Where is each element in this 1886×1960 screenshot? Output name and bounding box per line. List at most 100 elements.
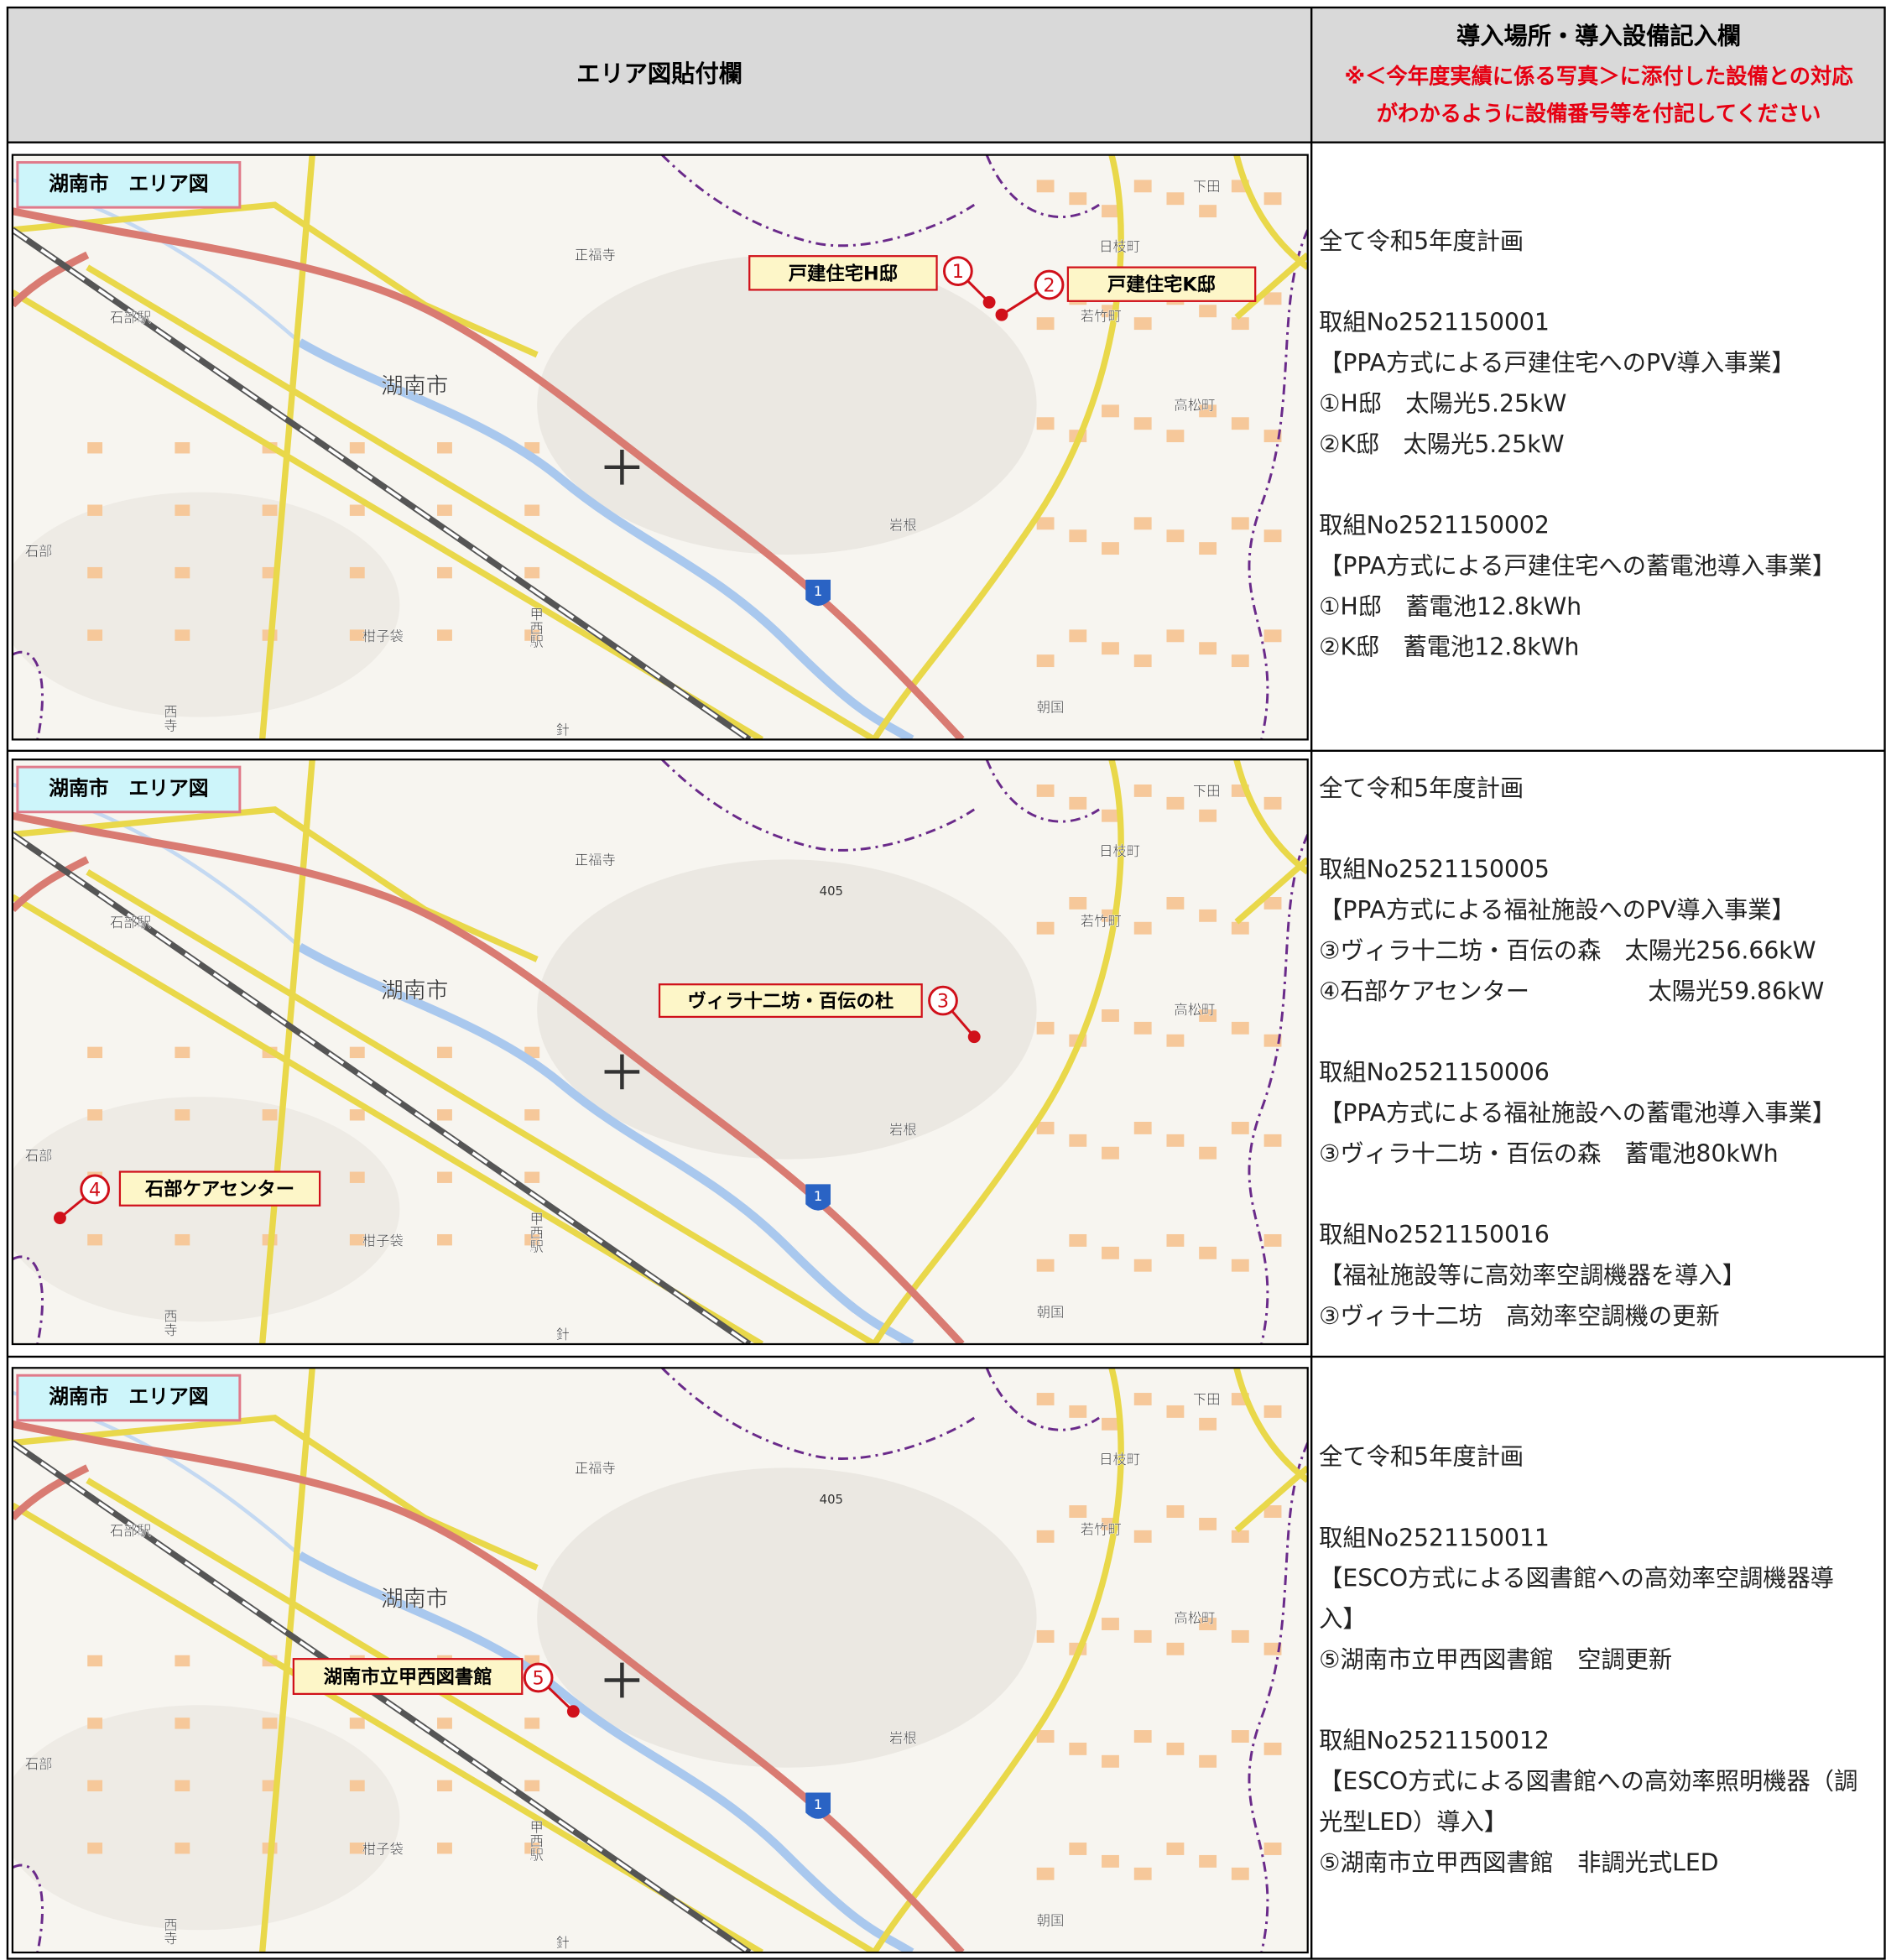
- building: [1036, 654, 1055, 668]
- building: [1036, 1730, 1055, 1743]
- building: [1036, 1530, 1055, 1543]
- place-label: 下田: [1193, 179, 1221, 195]
- entry-text: 【PPA方式による戸建住宅への蓄電池導入事業】: [1319, 552, 1836, 580]
- place-label: 甲西駅: [528, 607, 544, 649]
- place-label: 高松町: [1174, 1002, 1215, 1018]
- map-frame: [11, 1367, 1309, 1954]
- marker-circle: [80, 1174, 111, 1205]
- route-shield: [805, 1184, 831, 1211]
- entry-text: ⑤湖南市立甲西図書館 空調更新: [1319, 1645, 1672, 1673]
- map-frame: [11, 154, 1309, 741]
- place-label: 日枝町: [1099, 1452, 1140, 1467]
- building: [437, 566, 452, 579]
- building: [1263, 430, 1282, 443]
- entry-text: ②K邸 蓄電池12.8kWh: [1319, 633, 1579, 661]
- marker-dot: [54, 1212, 66, 1225]
- entry-text: ①H邸 蓄電池12.8kWh: [1319, 592, 1581, 620]
- marker-label: 石部ケアセンター: [144, 1178, 294, 1201]
- entry-text: 【PPA方式による福祉施設への蓄電池導入事業】: [1319, 1099, 1836, 1127]
- place-label: 針: [555, 1935, 569, 1951]
- building: [524, 1780, 540, 1792]
- road: [258, 1368, 315, 1953]
- road: [1233, 154, 1308, 270]
- building: [349, 629, 365, 641]
- building: [1199, 542, 1217, 555]
- road: [12, 1415, 539, 1571]
- entry-text: 【ESCO方式による図書館への高効率空調機器導: [1319, 1565, 1834, 1592]
- building: [1069, 629, 1087, 643]
- road: [1234, 857, 1308, 925]
- entry-text: 取組No2521150006: [1319, 1059, 1550, 1087]
- river: [297, 943, 914, 1344]
- building: [1133, 1867, 1152, 1880]
- map-title-box: [16, 1374, 242, 1422]
- boundary: [660, 759, 976, 852]
- place-label: 針: [555, 1327, 569, 1342]
- entry-text: ④石部ケアセンター 太陽光59.86kW: [1319, 977, 1824, 1005]
- building: [349, 1046, 365, 1059]
- building: [437, 442, 452, 454]
- building: [1102, 1618, 1119, 1630]
- place-label: 岩根: [889, 1730, 917, 1746]
- entry-text: 【PPA方式による戸建住宅へのPV導入事業】: [1319, 349, 1795, 377]
- building: [262, 1109, 278, 1121]
- header-left-title: エリア図貼付欄: [576, 60, 742, 87]
- boundary: [660, 154, 976, 248]
- building: [1231, 1629, 1249, 1643]
- building: [87, 566, 103, 579]
- place-label: 岩根: [889, 517, 917, 533]
- building: [87, 629, 103, 641]
- building: [1036, 1259, 1055, 1272]
- building: [87, 1233, 103, 1246]
- building: [1263, 192, 1282, 206]
- building: [1102, 205, 1119, 218]
- building: [1069, 529, 1087, 543]
- building: [1231, 1530, 1249, 1543]
- map-center: [604, 1054, 640, 1090]
- peak-label: 405: [820, 1492, 843, 1507]
- building: [1036, 1867, 1055, 1880]
- building: [1069, 1233, 1087, 1247]
- building: [87, 1046, 103, 1059]
- building: [349, 1171, 365, 1183]
- building: [1231, 921, 1249, 935]
- building: [1199, 1754, 1217, 1768]
- place-label: 甲西駅: [528, 1820, 544, 1861]
- building: [1263, 629, 1282, 643]
- building: [175, 1718, 190, 1729]
- building: [1036, 1393, 1055, 1405]
- building: [1199, 404, 1217, 418]
- entry-text: ③ヴィラ十二坊 高効率空調機の更新: [1319, 1302, 1720, 1330]
- building: [349, 1233, 365, 1246]
- building: [1133, 180, 1152, 193]
- building: [437, 1109, 452, 1121]
- building: [1231, 1259, 1249, 1272]
- entry-text: 【PPA方式による福祉施設へのPV導入事業】: [1319, 896, 1795, 924]
- building: [1166, 1505, 1185, 1518]
- place-label: 西寺: [161, 1309, 177, 1337]
- marker-number: 3: [937, 991, 949, 1013]
- main-road: [12, 251, 90, 308]
- entry-text: ②K邸 太陽光5.25kW: [1319, 430, 1564, 458]
- place-label: 若竹町: [1081, 1521, 1122, 1537]
- road: [258, 154, 315, 740]
- place-label: 針: [555, 722, 569, 738]
- boundary: [12, 1864, 44, 1953]
- road: [1234, 1465, 1308, 1533]
- building: [1036, 180, 1055, 193]
- building: [1069, 192, 1087, 206]
- map-title: 湖南市 エリア図: [49, 172, 209, 195]
- route-number: 1: [814, 1188, 822, 1204]
- building: [175, 1233, 190, 1246]
- building: [1263, 796, 1282, 810]
- building: [87, 1655, 103, 1667]
- building: [1231, 517, 1249, 530]
- building: [1231, 317, 1249, 331]
- header-background: [7, 7, 1885, 143]
- entry-text: 全て令和5年度計画: [1319, 1442, 1524, 1470]
- place-label: 石部: [25, 1148, 53, 1164]
- boundary: [985, 154, 1100, 218]
- map-center: [604, 1662, 640, 1698]
